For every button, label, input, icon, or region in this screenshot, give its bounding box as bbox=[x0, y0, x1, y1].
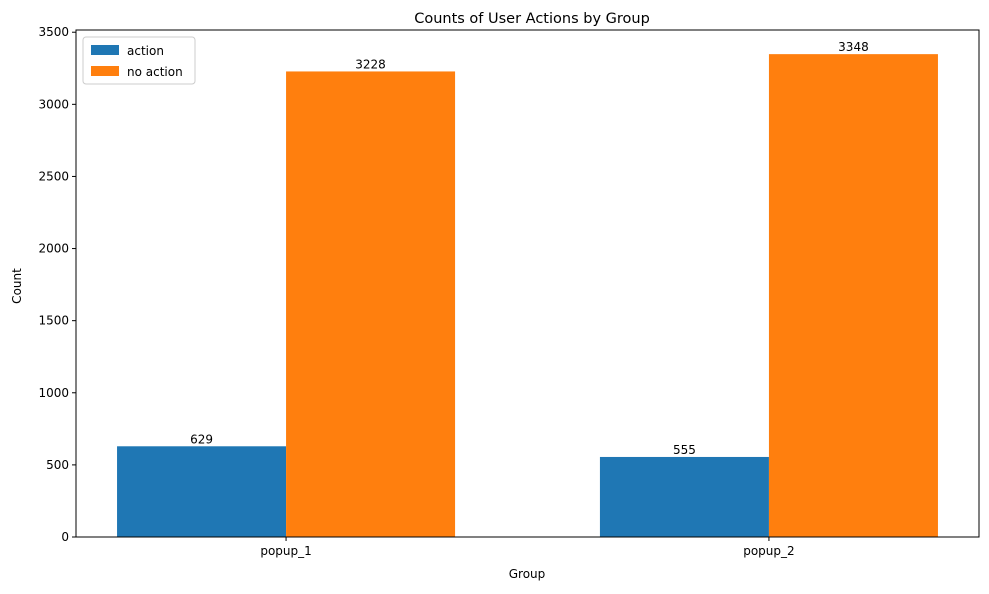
data-label: 629 bbox=[190, 432, 213, 446]
bar-action-popup_2 bbox=[599, 456, 769, 537]
y-tick-label: 1500 bbox=[38, 314, 69, 328]
y-tick-label: 3000 bbox=[38, 97, 69, 111]
data-label: 555 bbox=[673, 443, 696, 457]
x-axis: popup_1 popup_2 bbox=[260, 537, 795, 558]
legend: action no action bbox=[82, 36, 196, 85]
legend-swatch bbox=[91, 45, 119, 55]
y-tick-label: 0 bbox=[61, 530, 69, 544]
legend-label: action bbox=[127, 44, 164, 58]
legend-label: no action bbox=[127, 65, 183, 79]
y-tick-label: 3500 bbox=[38, 25, 69, 39]
data-labels: 629 555 3228 3348 bbox=[190, 40, 869, 457]
y-tick-label: 2000 bbox=[38, 242, 69, 256]
legend-swatch bbox=[91, 66, 119, 76]
plot-frame bbox=[75, 29, 980, 538]
y-tick-label: 1000 bbox=[38, 386, 69, 400]
y-tick-label: 500 bbox=[46, 458, 69, 472]
bar-no-action-popup_2 bbox=[768, 54, 938, 538]
bar-no-action-popup_1 bbox=[286, 71, 456, 538]
data-label: 3228 bbox=[355, 57, 386, 71]
bars-layer bbox=[117, 54, 938, 538]
y-tick-label: 2500 bbox=[38, 169, 69, 183]
x-tick-label: popup_1 bbox=[260, 544, 311, 558]
data-label: 3348 bbox=[838, 40, 869, 54]
chart-title: Counts of User Actions by Group bbox=[414, 11, 650, 27]
bar-action-popup_1 bbox=[117, 446, 287, 537]
y-axis-label: Count bbox=[10, 268, 24, 304]
y-axis: 0 500 1000 1500 2000 2500 3000 3500 bbox=[38, 25, 76, 544]
x-tick-label: popup_2 bbox=[743, 544, 794, 558]
x-axis-label: Group bbox=[509, 567, 546, 581]
